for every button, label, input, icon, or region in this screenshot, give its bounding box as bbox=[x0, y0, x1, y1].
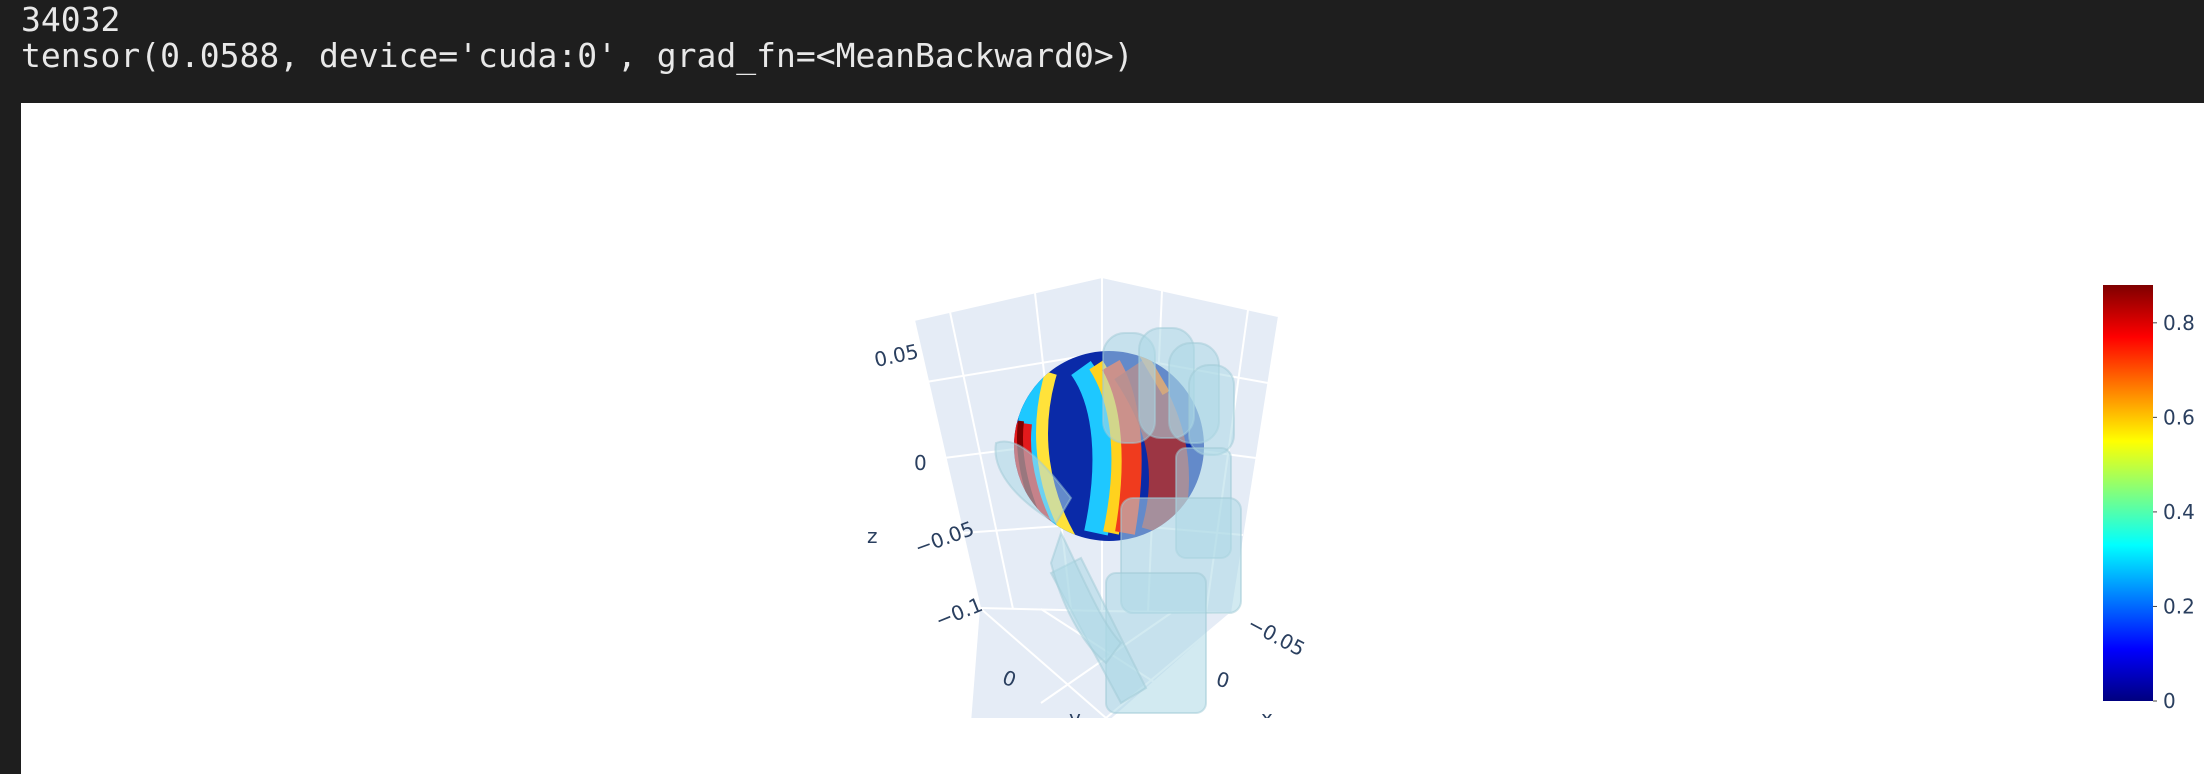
colorbar-tick-label: 0.2 bbox=[2163, 594, 2195, 618]
x-tick-label: −0.05 bbox=[1244, 611, 1309, 661]
z-tick-label: −0.1 bbox=[932, 592, 986, 632]
x-tick-label: 0 bbox=[1214, 667, 1233, 693]
plotly-3d-scene[interactable]: 0.05 0 −0.05 −0.1 z −0.05 0 x 0 y 0 0.2 0.… bbox=[21, 103, 2204, 774]
console-line-tensor: tensor(0.0588, device='cuda:0', grad_fn=… bbox=[21, 36, 1134, 75]
colorbar-tick-label: 0.4 bbox=[2163, 500, 2195, 524]
colorbar-tick-label: 0.8 bbox=[2163, 311, 2195, 335]
colorbar: 0 0.2 0.4 0.6 0.8 bbox=[2103, 285, 2195, 713]
hand-mesh bbox=[994, 327, 1242, 714]
colorbar-gradient bbox=[2103, 285, 2153, 701]
console-line-count: 34032 bbox=[21, 0, 121, 39]
z-tick-label: 0 bbox=[914, 451, 927, 475]
x-axis-ticks: −0.05 0 x bbox=[1214, 611, 1309, 730]
colorbar-ticks: 0 0.2 0.4 0.6 0.8 bbox=[2153, 311, 2195, 713]
y-axis-title: y bbox=[1069, 706, 1081, 730]
z-axis-title: z bbox=[867, 524, 878, 548]
console-output: 34032 tensor(0.0588, device='cuda:0', gr… bbox=[0, 0, 2204, 103]
colorbar-tick-label: 0 bbox=[2163, 689, 2176, 713]
z-tick-label: 0.05 bbox=[872, 339, 921, 372]
x-axis-title: x bbox=[1261, 706, 1273, 730]
colorbar-tick-label: 0.6 bbox=[2163, 405, 2195, 429]
plot-output[interactable]: 0.05 0 −0.05 −0.1 z −0.05 0 x 0 y 0 0.2 0.… bbox=[21, 103, 2204, 774]
